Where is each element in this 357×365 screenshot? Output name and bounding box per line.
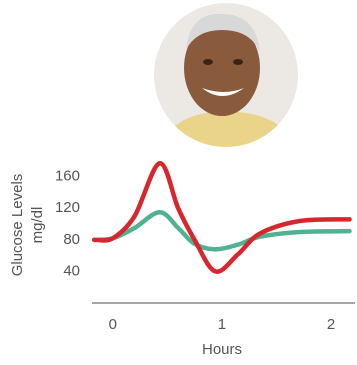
y-axis-label: Glucose Levels [9,174,26,277]
y-tick-label: 40 [63,262,80,279]
y-tick-label: 120 [55,199,80,216]
x-tick-label: 1 [218,316,226,333]
y-tick-label: 160 [55,168,80,185]
x-axis-label: Hours [202,341,242,358]
x-tick-label: 0 [109,316,117,333]
photo [150,3,305,160]
chart: Glucose Levels mg/dl Hours 40 80 120 160 0 1 2 [0,0,357,360]
series-line [94,163,349,271]
y-axis-label: mg/dl [29,207,46,244]
y-tick-label: 80 [63,231,80,248]
x-tick-label: 2 [327,316,335,333]
